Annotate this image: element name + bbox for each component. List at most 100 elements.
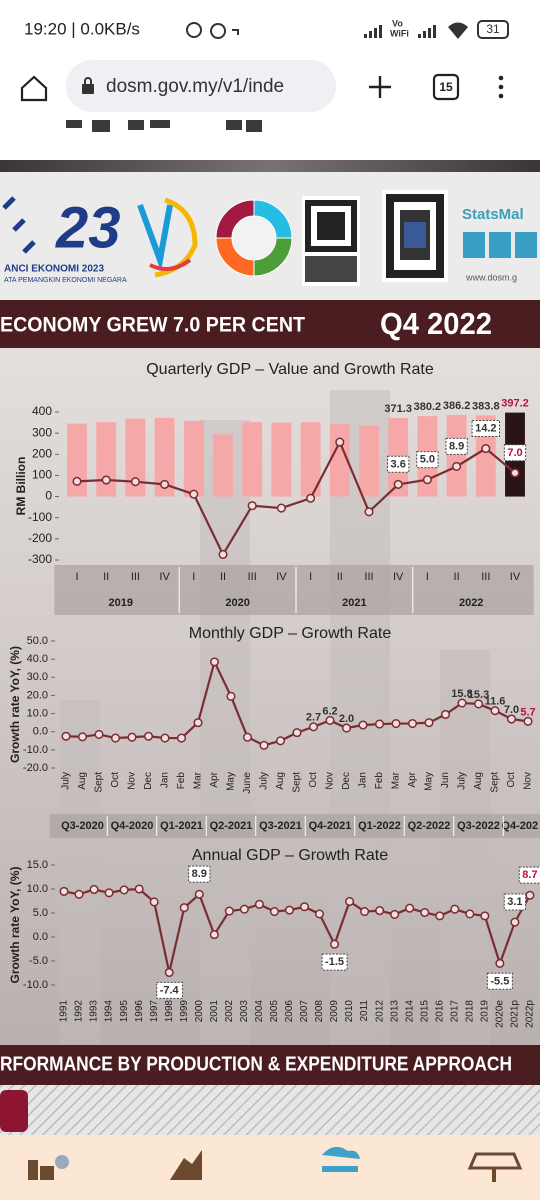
tab-switcher[interactable] (432, 73, 460, 101)
y-tick-label: 10.0 (27, 883, 48, 895)
x-tick-label: 1995 (119, 1000, 130, 1023)
x-tick-label: Jun (440, 772, 451, 788)
x-tick-label: Oct (308, 772, 319, 788)
x-tick-label: Sept (292, 772, 303, 793)
new-tab-button[interactable] (369, 76, 391, 98)
x-group-label: Q1-2021 (160, 820, 203, 832)
x-tick-label: Nov (523, 772, 534, 790)
data-label: 380.2 (414, 401, 442, 413)
point (358, 720, 368, 730)
y-tick-label: 40.0 (27, 653, 48, 665)
url-text[interactable]: dosm.gov.my/v1/inde (106, 76, 284, 97)
x-tick-label: 2011 (359, 1000, 370, 1022)
x-tick-label: July (457, 772, 468, 790)
bar (183, 420, 204, 497)
x-tick-label: IV (159, 571, 170, 583)
bar (154, 417, 175, 497)
x-tick-label: II (103, 571, 109, 583)
y-axis-label: Growth rate YoY, (%) (8, 646, 22, 763)
bar (329, 423, 350, 497)
x-tick-label: III (364, 571, 373, 583)
y-tick-label: 0.0 (33, 726, 48, 738)
line (76, 439, 516, 557)
x-tick-label: 2016 (434, 1000, 445, 1023)
social-icons (463, 232, 537, 258)
home-button[interactable] (20, 75, 48, 102)
x-tick-label: 1992 (74, 1000, 85, 1023)
x-tick-label: 1993 (89, 1000, 100, 1023)
x-group-label: Q1-2022 (358, 820, 401, 832)
point (525, 890, 535, 900)
x-tick-label: Nov (325, 772, 336, 790)
x-tick-label: 1999 (179, 1000, 190, 1023)
tab-count[interactable]: 15 (439, 80, 453, 94)
point (490, 706, 500, 716)
sdg-wheel (215, 199, 293, 277)
point (224, 906, 234, 916)
data-label: 8.7 (522, 869, 537, 881)
status-icons (186, 22, 239, 39)
x-tick-label: Mar (193, 771, 204, 789)
x-tick-label: II (454, 571, 460, 583)
y-axis-label: Growth rate YoY, (%) (8, 867, 22, 984)
data-label: 3.1 (507, 896, 522, 908)
x-group-label: Q3-2020 (61, 820, 104, 832)
data-label: 5.0 (420, 454, 435, 466)
x-tick-label: Mar (391, 771, 402, 789)
x-tick-label: July (259, 772, 270, 790)
emblem (137, 197, 198, 278)
data-label: 6.2 (322, 705, 337, 717)
point (284, 905, 295, 915)
x-tick-label: July (61, 772, 72, 790)
chart-title: Annual GDP – Growth Rate (192, 847, 388, 864)
point (119, 885, 129, 895)
menu-button[interactable] (498, 75, 504, 99)
point (275, 736, 286, 746)
x-group-label: 2022 (459, 597, 483, 609)
data-label: 14.2 (475, 422, 496, 434)
y-tick-label: 30.0 (27, 671, 48, 683)
point (276, 503, 286, 513)
logo-title: ANCI EKONOMI 2023 (4, 264, 104, 275)
data-label: 383.8 (472, 400, 500, 412)
point (424, 718, 434, 728)
point (345, 896, 355, 907)
point (74, 889, 84, 899)
lock-icon (82, 84, 94, 94)
signal-2 (418, 25, 436, 38)
point (457, 698, 467, 708)
x-tick-label: June (242, 772, 253, 794)
x-tick-label: II (220, 571, 226, 583)
x-tick-label: III (131, 571, 140, 583)
point (374, 719, 385, 729)
x-tick-label: Dec (143, 772, 154, 790)
data-label: 386.2 (443, 400, 471, 412)
bar (271, 422, 292, 497)
x-tick-label: Feb (176, 772, 187, 790)
chart-title: Quarterly GDP – Value and Growth Rate (146, 361, 434, 378)
x-tick-label: May (424, 772, 435, 791)
url-field[interactable] (66, 60, 336, 112)
data-label-box (503, 893, 527, 911)
data-label: 7.0 (507, 447, 522, 459)
data-label-box (486, 972, 513, 990)
x-tick-label: 2005 (269, 1000, 280, 1023)
point (341, 723, 352, 733)
y-tick-label: 10.0 (27, 707, 48, 719)
point (194, 889, 204, 899)
point (465, 909, 475, 919)
data-label: 15.8 (451, 688, 472, 700)
point (440, 709, 451, 720)
point (143, 731, 154, 741)
x-tick-label: IV (276, 571, 287, 583)
hatched-strip (0, 1085, 540, 1135)
x-tick-label: Aug (275, 772, 286, 790)
point (247, 501, 257, 511)
data-label: -1.5 (325, 956, 344, 968)
y-tick-label: 400 (32, 404, 52, 418)
bar (446, 414, 467, 497)
website: www.dosm.g (465, 272, 517, 282)
bar (67, 423, 87, 497)
y-tick-label: 0.0 (33, 931, 48, 943)
